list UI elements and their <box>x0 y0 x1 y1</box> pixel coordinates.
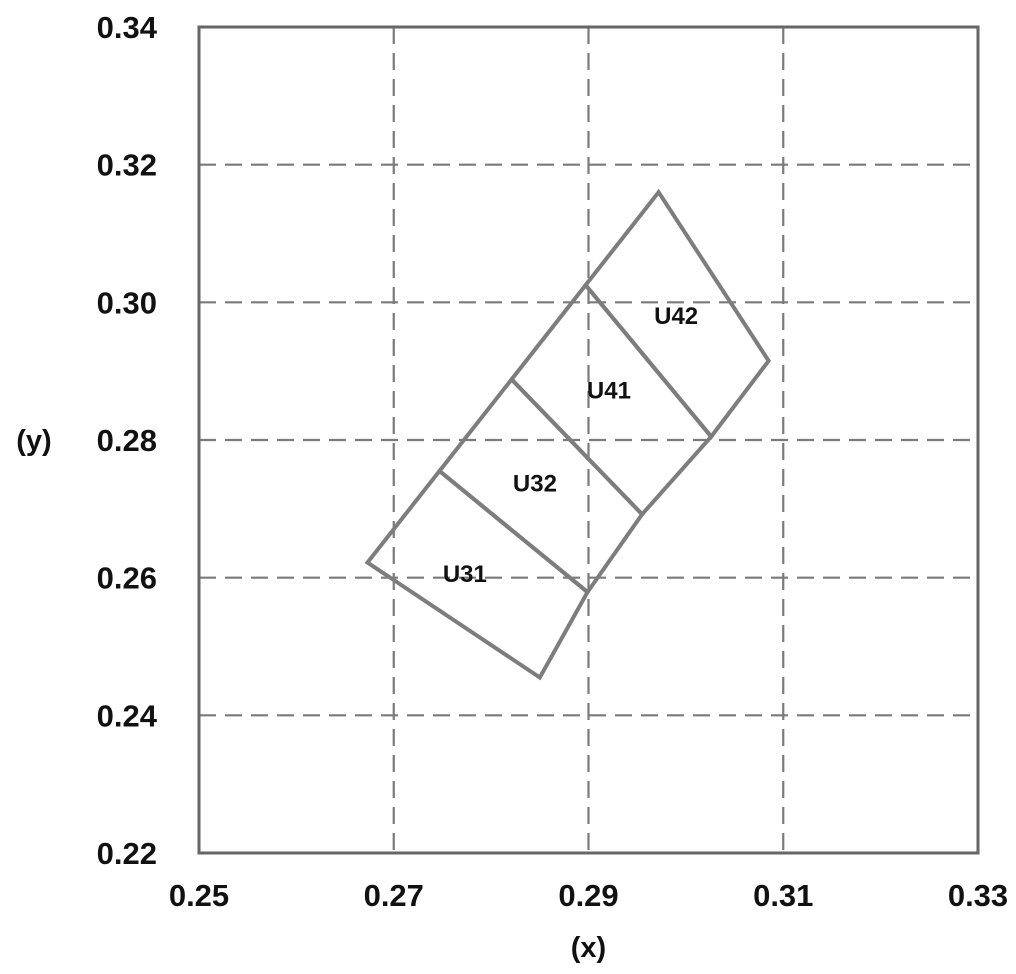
region-polygon-u42 <box>583 188 772 440</box>
grid-lines <box>199 27 978 853</box>
x-tick-label: 0.31 <box>753 878 813 913</box>
x-tick-label: 0.29 <box>558 878 618 913</box>
region-label-u42: U42 <box>654 303 698 330</box>
y-tick-label: 0.32 <box>97 148 157 183</box>
region-label-u31: U31 <box>443 561 487 588</box>
plot-frame <box>197 25 980 855</box>
y-tick-labels: 0.22 0.24 0.26 0.28 0.30 0.32 0.34 <box>97 10 158 871</box>
y-tick-label: 0.26 <box>97 561 157 596</box>
y-tick-label: 0.24 <box>97 698 158 733</box>
region-polygons <box>364 188 772 681</box>
x-tick-label: 0.27 <box>364 878 424 913</box>
x-axis-label: (x) <box>571 932 606 964</box>
y-tick-label: 0.30 <box>97 285 157 320</box>
y-tick-label: 0.34 <box>97 10 158 45</box>
x-tick-label: 0.25 <box>169 878 229 913</box>
y-axis-label: (y) <box>16 425 51 457</box>
region-label-u32: U32 <box>513 470 557 497</box>
y-tick-label: 0.22 <box>97 836 157 871</box>
y-tick-label: 0.28 <box>97 423 157 458</box>
x-tick-label: 0.33 <box>948 878 1008 913</box>
region-label-u41: U41 <box>587 377 631 404</box>
x-tick-labels: 0.25 0.27 0.29 0.31 0.33 <box>169 878 1008 913</box>
region-labels: U31 U32 U41 U42 <box>443 303 698 588</box>
